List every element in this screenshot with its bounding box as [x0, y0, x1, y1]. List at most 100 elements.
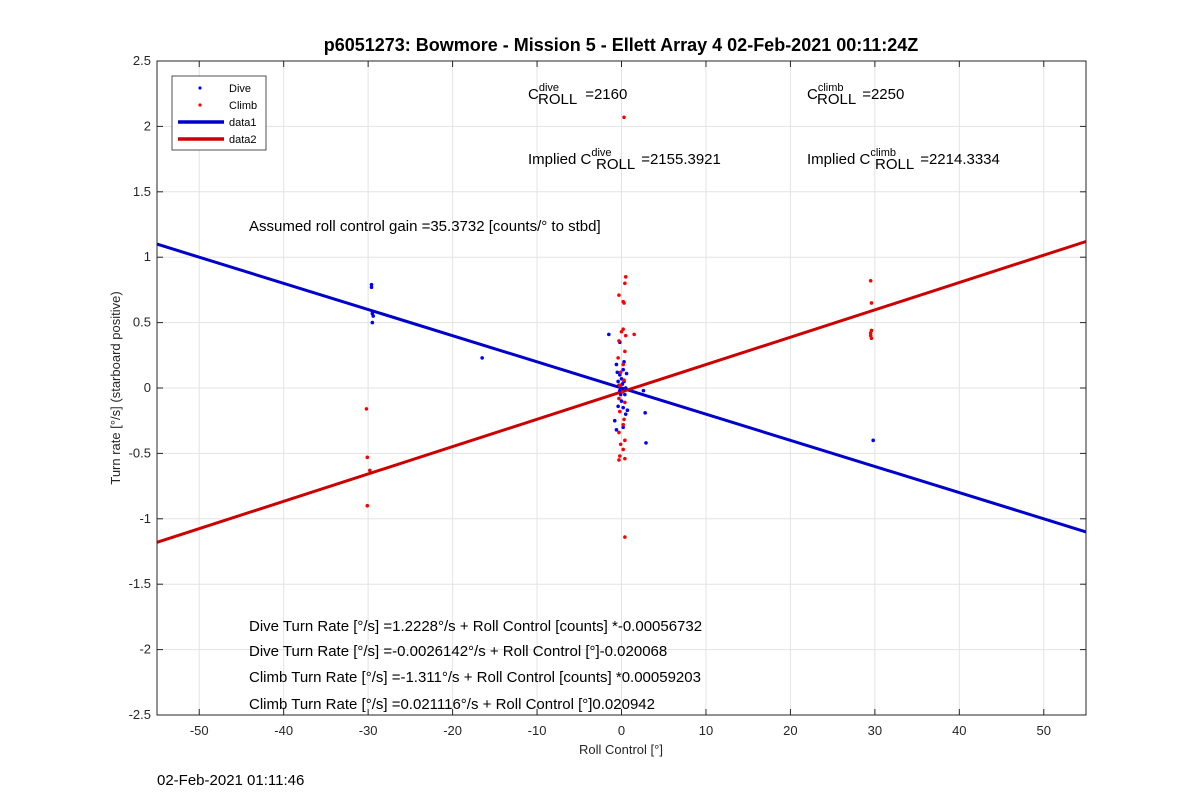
dive-point — [644, 441, 648, 445]
dive-point — [369, 285, 374, 290]
climb-point — [869, 301, 874, 305]
climb-point — [621, 422, 625, 427]
y-tick-label: -1 — [139, 511, 151, 526]
climb-point — [617, 339, 621, 343]
dive-point — [480, 356, 484, 360]
y-tick-label: 0 — [144, 380, 151, 395]
climb-point — [623, 281, 627, 286]
x-tick-label: -50 — [190, 723, 209, 738]
fit-equation-3: Climb Turn Rate [°/s] =-1.311°/s + Roll … — [249, 669, 701, 686]
climb-point — [868, 278, 873, 283]
climb-point — [364, 407, 369, 411]
climb-point — [622, 301, 626, 305]
climb-point — [623, 400, 627, 405]
x-tick-label: -10 — [528, 723, 547, 738]
legend-dive-label: Dive — [229, 83, 251, 95]
y-tick-label: -2.5 — [129, 707, 151, 722]
y-tick-label: -1.5 — [129, 576, 151, 591]
climb-point — [622, 115, 626, 120]
implied-c-roll-dive-annotation: Implied Cdive ROLL =2155.3921 — [528, 147, 721, 173]
implied-c-roll-climb-annotation: Implied Cclimb ROLL =2214.3334 — [807, 147, 1000, 173]
c-roll-dive-annotation: Cdive ROLL =2160 — [528, 82, 627, 108]
footer-timestamp: 02-Feb-2021 01:11:46 — [157, 772, 305, 789]
y-axis-label: Turn rate [°/s] (starboard positive) — [108, 291, 123, 484]
x-tick-label: -40 — [274, 723, 293, 738]
climb-point — [622, 378, 626, 382]
climb-point — [618, 409, 622, 414]
dive-point — [619, 399, 624, 403]
climb-point — [632, 332, 636, 337]
climb-point — [623, 438, 627, 443]
dive-point — [641, 388, 646, 393]
legend-dive-marker — [198, 86, 202, 90]
chart-title: p6051273: Bowmore - Mission 5 - Ellett A… — [324, 35, 919, 55]
legend-climb-label: Climb — [229, 100, 257, 112]
climb-point — [618, 383, 622, 388]
y-tick-label: 2 — [144, 118, 151, 133]
dive-point — [623, 412, 628, 416]
dive-point — [607, 332, 611, 337]
y-ticks: -2.5 -2 -1.5 -1 -0.5 0 0.5 1 1.5 2 2.5 — [129, 53, 1086, 722]
x-tick-label: 30 — [868, 723, 882, 738]
climb-point — [616, 356, 620, 360]
dive-point — [612, 418, 617, 423]
fit-equation-4: Climb Turn Rate [°/s] =0.021116°/s + Rol… — [249, 696, 655, 713]
y-tick-label: 1.5 — [133, 184, 151, 199]
climb-point — [620, 390, 625, 394]
climb-point — [617, 396, 621, 401]
dive-point — [625, 408, 630, 413]
climb-point — [621, 362, 625, 367]
dive-point — [614, 362, 619, 367]
dive-point — [621, 425, 625, 430]
legend-data1-label: data1 — [229, 117, 257, 129]
x-tick-label: 50 — [1037, 723, 1051, 738]
legend-climb-marker — [198, 103, 202, 107]
climb-point — [617, 293, 621, 297]
dive-point — [621, 405, 625, 410]
fit-equation-1: Dive Turn Rate [°/s] =1.2228°/s + Roll C… — [249, 618, 702, 635]
y-tick-label: 2.5 — [133, 53, 151, 68]
climb-point — [623, 456, 627, 461]
climb-point — [365, 503, 370, 508]
dive-point — [369, 282, 374, 287]
climb-point — [368, 468, 372, 473]
dive-point — [614, 428, 619, 432]
dive-point — [371, 314, 376, 318]
climb-point — [869, 336, 874, 341]
climb-point — [617, 430, 621, 435]
x-tick-label: 40 — [952, 723, 966, 738]
dive-point — [370, 320, 375, 325]
dive-point — [871, 438, 875, 443]
y-tick-label: 1 — [144, 249, 151, 264]
legend-data2-label: data2 — [229, 134, 257, 146]
climb-point — [868, 331, 873, 335]
climb-point — [618, 454, 622, 458]
c-roll-climb-annotation: Cclimb ROLL =2250 — [807, 82, 904, 108]
x-tick-label: -30 — [359, 723, 378, 738]
roll-gain-annotation: Assumed roll control gain =35.3732 [coun… — [249, 218, 601, 235]
x-axis-label: Roll Control [°] — [579, 742, 663, 757]
x-tick-label: 20 — [783, 723, 797, 738]
climb-point — [617, 458, 621, 462]
climb-point — [619, 329, 624, 334]
x-tick-label: -20 — [443, 723, 462, 738]
x-tick-label: 0 — [618, 723, 625, 738]
climb-point — [623, 349, 627, 354]
legend: Dive Climb data1 data2 — [171, 75, 267, 151]
x-ticks: -50 -40 -30 -20 -10 0 10 20 30 40 50 — [190, 61, 1051, 738]
dive-point — [643, 411, 647, 415]
dive-point — [615, 370, 620, 375]
climb-point — [621, 327, 625, 331]
data-points — [364, 115, 875, 539]
climb-point — [623, 275, 628, 279]
climb-point — [623, 535, 627, 539]
climb-point — [621, 447, 625, 452]
climb-point — [623, 333, 628, 338]
dive-point — [624, 371, 629, 376]
dive-point — [616, 379, 620, 384]
y-tick-label: 0.5 — [133, 315, 151, 330]
dive-point — [623, 392, 627, 397]
climb-point — [618, 442, 623, 447]
dive-point — [616, 404, 620, 409]
